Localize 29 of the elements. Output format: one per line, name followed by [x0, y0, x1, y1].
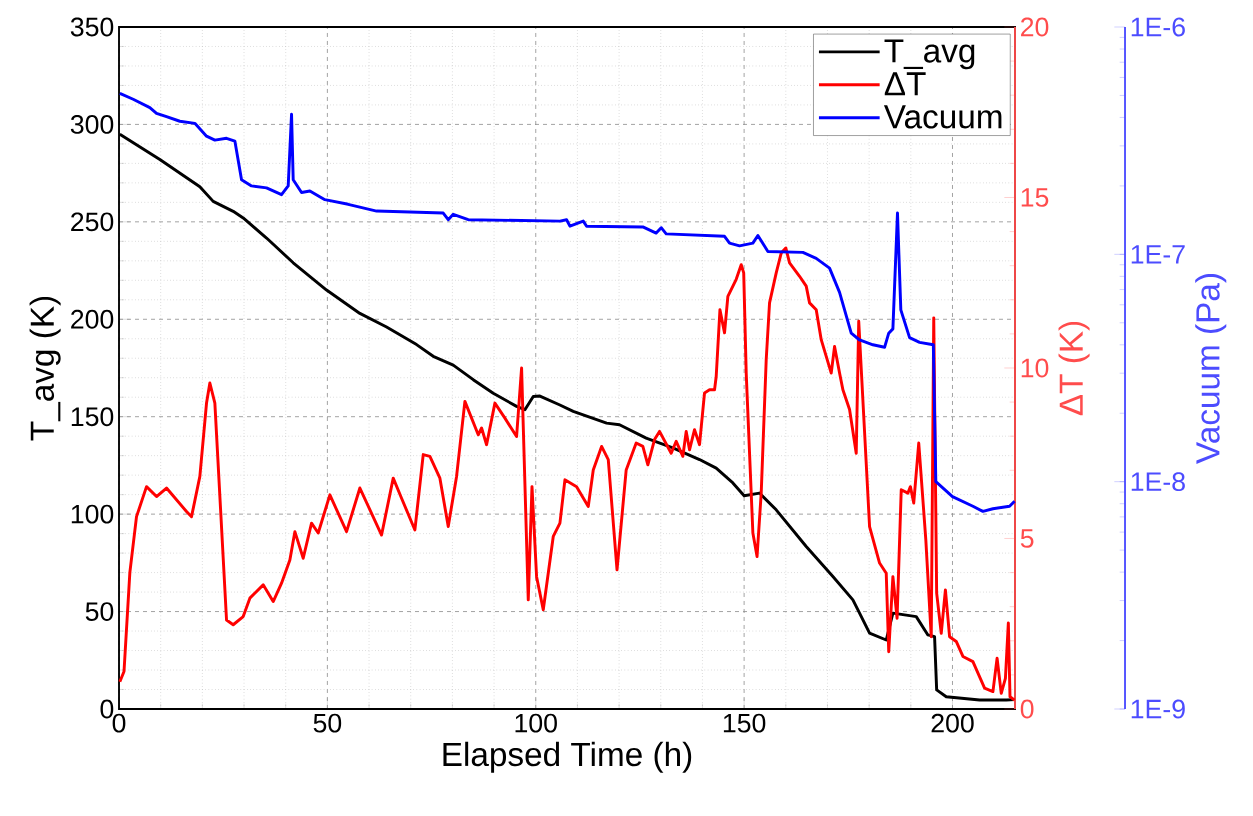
x-tick-label: 200 — [931, 713, 974, 733]
y2-tick-label: 10 — [1021, 358, 1049, 378]
legend-label: ΔT — [884, 72, 926, 96]
x-tick-label: 50 — [313, 713, 342, 733]
y3-tick-label: 1E-6 — [1131, 17, 1185, 37]
y3-tick-label: 1E-9 — [1131, 699, 1185, 719]
y-tick-label: 300 — [70, 114, 114, 134]
x-tick-label: 150 — [723, 713, 766, 733]
y2-tick-label: 20 — [1021, 17, 1049, 37]
y-tick-label: 250 — [71, 212, 114, 232]
y-tick-label: 200 — [71, 309, 114, 329]
y3-tick-label: 1E-7 — [1131, 245, 1185, 264]
y-tick-label: 0 — [100, 699, 114, 719]
y2-axis-title: ΔT (K) — [1058, 321, 1090, 416]
x-axis-title: Elapsed Time (h) — [443, 741, 692, 773]
y3-axis-title: Vacuum (Pa) — [1195, 274, 1227, 464]
y2-tick-label: 5 — [1020, 529, 1034, 548]
y3-tick-label: 1E-8 — [1131, 472, 1185, 492]
line-series — [118, 246, 1017, 702]
y-tick-label: 50 — [85, 602, 114, 621]
legend-label: Vacuum — [883, 105, 1002, 129]
y2-tick-label: 0 — [1020, 699, 1034, 719]
x-tick-label: 100 — [515, 713, 557, 733]
y-tick-label: 100 — [71, 504, 114, 524]
y-axis-title: T_avg (K) — [29, 296, 61, 441]
y-tick-label: 150 — [71, 407, 114, 427]
legend-label: T_avg — [884, 39, 975, 70]
y2-tick-label: 15 — [1021, 188, 1049, 207]
y-tick-label: 350 — [70, 17, 114, 37]
